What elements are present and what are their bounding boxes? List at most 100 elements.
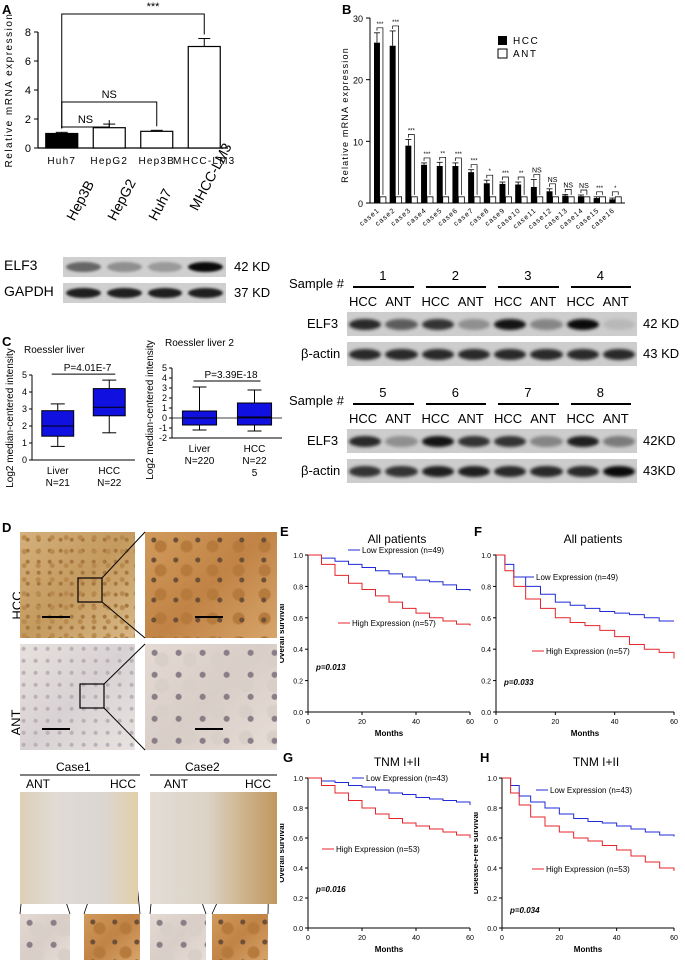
panel-letter-h: H bbox=[480, 750, 490, 765]
blot-band bbox=[385, 349, 418, 360]
blot-sample-label: Sample # bbox=[289, 276, 344, 291]
km-legend-high: High Expression (n=57) bbox=[352, 619, 436, 628]
b-bar-hcc bbox=[405, 145, 412, 203]
km-x-tick-label: 0 bbox=[306, 719, 310, 726]
km-curve-h: TNM I+II 0.0 0.2 0.4 0.6 0.8 1.0 0 20 40 60 Months D… bbox=[474, 755, 678, 954]
b-sig-label: *** bbox=[471, 159, 479, 165]
blot-band bbox=[530, 319, 563, 330]
blot-lane-label: ANT bbox=[385, 294, 412, 309]
blot-lane-label: HCC bbox=[349, 294, 378, 309]
km-y-tick-label: 1.0 bbox=[293, 553, 303, 560]
b-sig-bracket bbox=[439, 156, 447, 195]
km-legend-high: High Expression (n=53) bbox=[336, 845, 420, 854]
b-sig-bracket bbox=[502, 176, 509, 195]
b-sig-label: *** bbox=[502, 171, 510, 177]
c-right-group-name: Liver bbox=[189, 444, 211, 455]
blot-strip bbox=[63, 257, 226, 277]
blot-sample-underline bbox=[570, 286, 631, 288]
b-sig-label: ** bbox=[440, 151, 445, 157]
blot-strip bbox=[347, 312, 637, 336]
b-bar-ant bbox=[505, 196, 512, 204]
panel-a-bar-chart: 0 2 4 6 8 Relative mRNA expression Huh7 HepG2 He… bbox=[4, 1, 234, 168]
d-ihc-case-zoom bbox=[150, 914, 206, 960]
blot-band bbox=[188, 288, 223, 298]
c-right-box bbox=[236, 402, 273, 426]
a-y-tick-label: 4 bbox=[25, 85, 31, 97]
blot-lane-label: HCC bbox=[494, 294, 523, 309]
b-sig-label: NS bbox=[532, 168, 542, 175]
a-bracket bbox=[61, 101, 158, 129]
blot-lane-label: HCC bbox=[421, 411, 450, 426]
c-right-y-tick-label: 1 bbox=[162, 403, 167, 413]
b-bar-ant bbox=[614, 196, 622, 204]
b-bar-hcc bbox=[609, 199, 616, 203]
c-right-y-tick-label: 3 bbox=[162, 383, 167, 393]
a-x-tick-label: HepG2 bbox=[90, 156, 128, 167]
b-bar-hcc bbox=[530, 186, 537, 203]
d-ihc-case1 bbox=[20, 792, 138, 904]
b-bar-hcc bbox=[546, 191, 553, 203]
km-y-label: Overall survival bbox=[280, 823, 286, 883]
d-ihc-case-zoom bbox=[84, 914, 140, 960]
b-y-tick-label: 0 bbox=[358, 199, 363, 209]
c-right-y-tick-label: -2 bbox=[159, 433, 167, 443]
km-y-tick-label: 0.6 bbox=[481, 616, 491, 623]
blot-sample-number: 8 bbox=[596, 385, 604, 400]
blot-lane-label: ANT bbox=[385, 411, 412, 426]
km-curve-high bbox=[502, 777, 675, 871]
km-x-tick-label: 40 bbox=[412, 719, 420, 726]
km-curve-low bbox=[496, 554, 674, 622]
blot-kd-label: 42 KD bbox=[643, 316, 680, 331]
blot-row-label: β-actin bbox=[301, 463, 341, 478]
c-right-y-tick-label: 2 bbox=[162, 393, 167, 403]
b-sig-bracket bbox=[376, 27, 384, 195]
blot-row-label: ELF3 bbox=[4, 257, 38, 273]
a-y-label: Relative mRNA expression bbox=[4, 13, 15, 168]
b-bar-hcc bbox=[468, 172, 475, 203]
blot-band bbox=[147, 262, 183, 272]
km-y-tick-label: 0.0 bbox=[481, 710, 491, 717]
blot-band bbox=[66, 288, 101, 298]
a-y-tick-label: 0 bbox=[25, 143, 31, 155]
blot-band bbox=[530, 436, 563, 447]
d-ihc-case-zoom bbox=[20, 914, 70, 960]
a-bar bbox=[140, 130, 174, 149]
b-y-tick-label: 10 bbox=[353, 137, 363, 147]
d-case-sub-label: HCC bbox=[245, 777, 271, 791]
b-bar-hcc bbox=[436, 166, 443, 203]
blot-sample-underline bbox=[570, 403, 631, 405]
blot-lane-label: ANT bbox=[457, 411, 484, 426]
panel-d-ihc: HCC ANT Case1 Case2 ANT HCC ANT HCC bbox=[0, 520, 278, 962]
blot-band bbox=[602, 466, 635, 477]
a-x-tick-label: Hep3B bbox=[138, 156, 175, 167]
km-legend-high: High Expression (n=57) bbox=[546, 647, 630, 656]
blot-band bbox=[421, 349, 454, 360]
panel-letter-e: E bbox=[280, 524, 289, 539]
blot-band bbox=[106, 262, 142, 272]
km-curve-f: All patients 0.0 0.2 0.4 0.6 0.8 1.0 0 20 40 60 Mon… bbox=[481, 532, 678, 738]
blot-lane-label: ANT bbox=[457, 294, 484, 309]
panel-letter-a: A bbox=[2, 2, 12, 17]
blot-sample-underline bbox=[425, 286, 486, 288]
blot-sample-number: 2 bbox=[451, 268, 459, 283]
c-left-box bbox=[41, 410, 75, 437]
km-y-tick-label: 0.6 bbox=[293, 836, 303, 843]
blot-sample-number: 1 bbox=[379, 268, 387, 283]
km-x-tick-label: 20 bbox=[358, 719, 366, 726]
blot-sample-underline bbox=[353, 286, 414, 288]
panel-letter-g: G bbox=[283, 750, 294, 765]
km-y-tick-label: 0.4 bbox=[487, 866, 497, 873]
blot-band bbox=[385, 319, 418, 330]
km-curve-low bbox=[502, 777, 675, 837]
km-curve-g: TNM I+II 0.0 0.2 0.4 0.6 0.8 1.0 0 20 40 60 Months O… bbox=[280, 755, 474, 954]
blot-band bbox=[566, 466, 599, 477]
blot-band bbox=[421, 319, 454, 330]
blot-band bbox=[147, 288, 183, 298]
blot-band bbox=[530, 466, 563, 477]
d-case-sub-label: ANT bbox=[26, 777, 50, 791]
blot-lane-label: HCC bbox=[566, 411, 595, 426]
blot-kd-label: 43KD bbox=[643, 463, 676, 478]
km-x-tick-label: 20 bbox=[358, 935, 366, 942]
blot-band bbox=[188, 262, 223, 272]
